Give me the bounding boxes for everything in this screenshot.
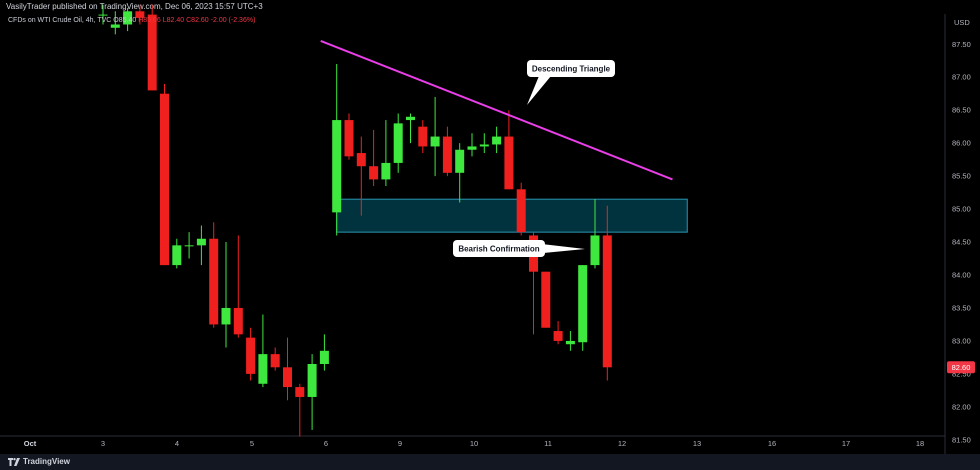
tradingview-logo-icon: [8, 458, 20, 466]
candle-body: [418, 126, 428, 147]
triangle-callout-pointer: [527, 76, 551, 105]
currency-label: USD: [954, 18, 970, 27]
candle-body: [430, 136, 440, 147]
candle-body: [541, 271, 551, 328]
symbol-info: CFDs on WTI Crude Oil, 4h, TVC O85.40 H8…: [8, 17, 255, 24]
x-tick-label: 4: [175, 439, 179, 448]
x-tick-label: 6: [324, 439, 328, 448]
candle-body: [504, 136, 514, 190]
candle-body: [196, 238, 206, 246]
y-tick-label: 82.00: [952, 402, 971, 411]
candle-body: [233, 307, 243, 335]
candle-body: [258, 354, 268, 384]
y-tick-label: 86.50: [952, 106, 971, 115]
candle-body: [455, 149, 465, 173]
candle-body: [184, 245, 194, 247]
ohlc-open: O85.40: [113, 17, 137, 24]
tradingview-footer: TradingView: [0, 454, 980, 470]
triangle-callout-box: [527, 60, 615, 77]
triangle-callout-label: Descending Triangle: [532, 65, 611, 74]
candle-body: [295, 387, 305, 397]
candle-body: [123, 11, 133, 25]
y-tick-label: 87.50: [952, 40, 971, 49]
last-price-label: 82.60: [952, 363, 971, 372]
y-tick-label: 83.50: [952, 303, 971, 312]
candle-body: [565, 340, 575, 345]
x-tick-label: 5: [250, 439, 254, 448]
x-tick-label: 9: [398, 439, 402, 448]
x-tick-label: 11: [544, 439, 552, 448]
y-tick-label: 84.50: [952, 238, 971, 247]
y-tick-label: 83.00: [952, 336, 971, 345]
candle-body: [344, 120, 354, 157]
candle-body: [356, 153, 366, 167]
candle-body: [319, 350, 329, 364]
confirmation-callout-label: Bearish Confirmation: [458, 245, 539, 254]
candle-body: [369, 166, 379, 180]
candle-body: [442, 136, 452, 173]
candle-body: [283, 367, 292, 388]
x-tick-label: 12: [618, 439, 626, 448]
candle-body: [98, 14, 108, 16]
y-tick-label: 87.00: [952, 73, 971, 82]
candle-body: [479, 144, 489, 147]
candle-body: [381, 162, 391, 180]
symbol-title: CFDs on WTI Crude Oil, 4h, TVC: [8, 17, 112, 24]
candle-body: [602, 235, 612, 368]
candle-body: [332, 120, 342, 213]
candle-body: [160, 93, 169, 266]
x-tick-label: 13: [693, 439, 701, 448]
y-tick-label: 86.00: [952, 139, 971, 148]
candle-body: [221, 307, 231, 325]
y-tick-label: 85.00: [952, 205, 971, 214]
last-price-tag: [947, 361, 975, 374]
x-tick-label: 16: [768, 439, 776, 448]
x-tick-label: 17: [842, 439, 850, 448]
descending-trendline: [320, 40, 673, 181]
candle-body: [135, 11, 145, 18]
candle-body: [393, 123, 403, 163]
confirmation-callout-box: [453, 240, 545, 257]
candle-body: [516, 189, 526, 233]
candle-body: [467, 146, 477, 150]
ohlc-close: C82.60: [186, 17, 209, 24]
x-tick-label: 10: [470, 439, 478, 448]
published-text: VasilyTrader published on TradingView.co…: [6, 2, 263, 11]
y-tick-label: 81.50: [952, 435, 971, 444]
candle-body: [172, 245, 182, 266]
published-banner: VasilyTrader published on TradingView.co…: [0, 0, 980, 14]
x-tick-label: 18: [916, 439, 924, 448]
candle-body: [492, 136, 502, 145]
candle-body: [553, 331, 563, 341]
x-tick-label: Oct: [24, 439, 37, 448]
candle-body: [406, 116, 415, 121]
candle-body: [110, 24, 120, 28]
y-tick-label: 84.00: [952, 271, 971, 280]
candle-body: [578, 265, 588, 343]
candle-body: [270, 354, 280, 368]
supply-zone: [336, 198, 688, 233]
confirmation-callout-pointer: [533, 243, 585, 254]
candle-body: [590, 235, 600, 266]
ohlc-high: H85.06: [138, 17, 161, 24]
ohlc-low: L82.40: [162, 17, 185, 24]
price-axis: [945, 14, 980, 454]
y-tick-label: 85.50: [952, 172, 971, 181]
x-tick-label: 3: [101, 439, 105, 448]
price-change: -2.00 (-2.36%): [210, 17, 256, 24]
candle-body: [209, 238, 219, 325]
footer-brand: TradingView: [23, 457, 70, 466]
candle-body: [307, 364, 317, 397]
candle-body: [246, 337, 256, 374]
candle-body: [147, 14, 157, 91]
y-tick-label: 82.50: [952, 369, 971, 378]
